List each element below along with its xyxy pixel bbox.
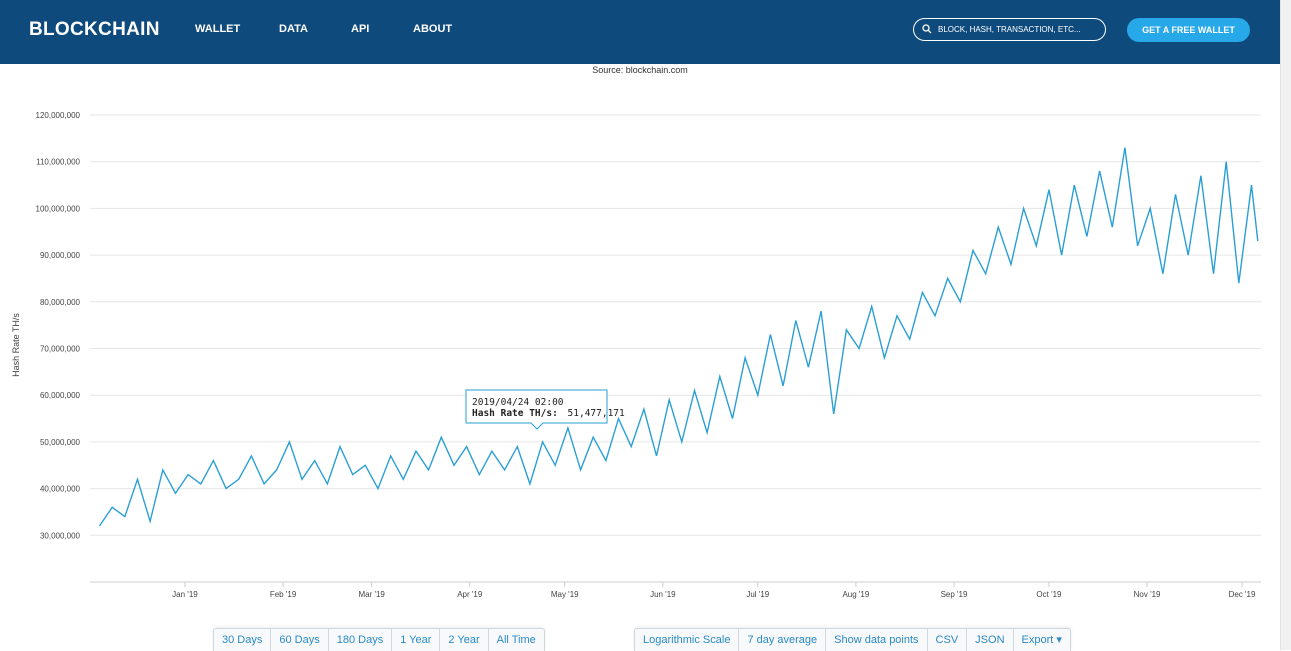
y-tick-label: 60,000,000 (40, 391, 81, 400)
x-tick-label: Mar '19 (358, 590, 385, 599)
chart-source: Source: blockchain.com (592, 65, 688, 75)
x-tick-label: Jan '19 (172, 590, 198, 599)
get-free-wallet-button[interactable]: GET A FREE WALLET (1127, 18, 1250, 42)
x-tick-label: Nov '19 (1134, 590, 1161, 599)
show-data-points-button[interactable]: Show data points (826, 629, 928, 651)
y-tick-label: 80,000,000 (40, 298, 81, 307)
x-tick-label: May '19 (551, 590, 579, 599)
site-header: BLOCKCHAIN WALLET DATA API ABOUT GET A F… (0, 0, 1280, 64)
range-1-year[interactable]: 1 Year (392, 629, 441, 651)
json-button[interactable]: JSON (967, 629, 1014, 651)
y-tick-label: 70,000,000 (40, 345, 81, 354)
site-logo[interactable]: BLOCKCHAIN (29, 19, 160, 40)
x-tick-label: Oct '19 (1036, 590, 1062, 599)
option-buttons: Logarithmic Scale 7 day average Show dat… (634, 628, 1071, 651)
nav-about[interactable]: ABOUT (413, 23, 453, 35)
nav-wallet[interactable]: WALLET (195, 23, 241, 35)
y-tick-label: 40,000,000 (40, 485, 81, 494)
y-axis-ticks: 30,000,000 40,000,000 50,000,000 60,000,000… (36, 111, 81, 540)
y-tick-label: 110,000,000 (36, 158, 80, 167)
x-axis-ticks: Jan '19 Feb '19 Mar '19 Apr '19 May '19 Jun '… (172, 582, 1256, 599)
y-tick-label: 30,000,000 (40, 531, 81, 540)
tooltip-series-name: Hash Rate TH/s: (472, 408, 558, 419)
tooltip-label: Hash Rate TH/s: 51,477,171 (472, 408, 625, 419)
search-box[interactable] (913, 18, 1106, 41)
range-2-year[interactable]: 2 Year (440, 629, 489, 651)
window-scroll-edge (1280, 0, 1291, 650)
chart-tooltip: 2019/04/24 02:00 Hash Rate TH/s: 51,477,… (465, 389, 625, 430)
x-tick-label: Apr '19 (457, 590, 483, 599)
range-all-time[interactable]: All Time (496, 634, 536, 646)
seven-day-average-button[interactable]: 7 day average (739, 629, 827, 651)
tooltip-value: 51,477,171 (568, 408, 625, 419)
range-60-days[interactable]: 60 Days (271, 629, 329, 651)
logarithmic-scale-button[interactable]: Logarithmic Scale (635, 629, 740, 651)
x-tick-label: Feb '19 (270, 590, 297, 599)
x-tick-label: Aug '19 (842, 590, 869, 599)
search-icon (922, 24, 932, 34)
x-tick-label: Sep '19 (941, 590, 968, 599)
y-tick-label: 50,000,000 (40, 438, 81, 447)
x-tick-label: Jun '19 (650, 590, 676, 599)
hash-rate-series-line (98, 147, 1259, 527)
tooltip-date: 2019/04/24 02:00 (472, 397, 564, 408)
nav-data[interactable]: DATA (279, 23, 308, 35)
search-input[interactable] (938, 21, 1098, 37)
y-axis-label: Hash Rate TH/s (11, 313, 21, 377)
csv-button[interactable]: CSV (928, 629, 968, 651)
x-tick-label: Dec '19 (1229, 590, 1256, 599)
range-buttons: 30 Days 60 Days 180 Days 1 Year 2 Year A… (213, 628, 545, 651)
range-180-days[interactable]: 180 Days (329, 629, 393, 651)
chart-grid (90, 114, 1261, 583)
y-tick-label: 90,000,000 (40, 251, 81, 260)
export-dropdown[interactable]: Export ▾ (1021, 634, 1062, 646)
hash-rate-chart: 30,000,000 40,000,000 50,000,000 60,000,000… (11, 111, 1261, 599)
range-30-days[interactable]: 30 Days (214, 629, 272, 651)
x-tick-label: Jul '19 (746, 590, 769, 599)
y-tick-label: 100,000,000 (36, 204, 81, 213)
y-tick-label: 120,000,000 (36, 111, 81, 120)
nav-api[interactable]: API (351, 23, 370, 35)
